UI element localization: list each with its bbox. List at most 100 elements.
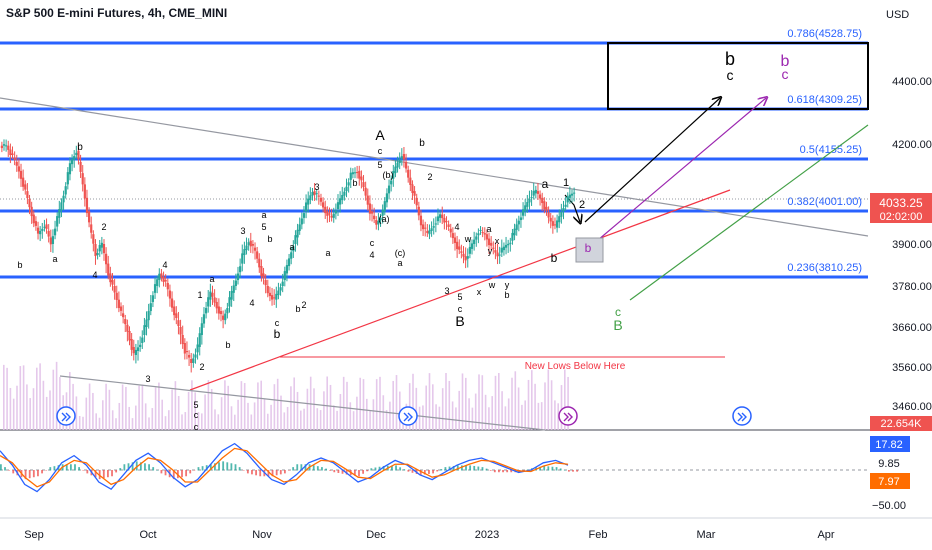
wave-label: b [504,290,509,300]
wave-label: b [725,49,735,69]
candle-body [311,192,314,196]
candle-body [119,306,123,311]
candle-body [400,156,403,159]
candle-body [524,205,527,212]
candle-body [117,299,120,309]
osc-tick-label: 9.85 [878,458,899,470]
osc-bar [12,470,15,474]
candle-body [381,209,384,216]
candle-body [215,301,218,309]
candle-body [39,230,42,235]
volume-bar [164,416,167,430]
osc-bar [214,463,216,471]
candle-body [243,249,246,256]
candle-body [322,202,325,208]
volume-bar [105,383,107,430]
volume-bar [517,387,520,430]
event-glyph [737,412,747,422]
volume-bar [270,404,272,430]
wave-label: b [419,138,425,149]
osc-bar [156,470,159,471]
candle-body [77,150,80,160]
osc-bar [251,470,253,475]
osc-bar [111,470,113,477]
osc-bar [568,470,570,472]
candle-body [549,217,552,222]
candle-body [368,203,372,214]
volume-bar [161,399,163,430]
candle-body [15,161,18,166]
volume-bar [293,377,295,430]
wave-label: w [488,280,496,290]
volume-bar [174,381,177,430]
candle-body [536,191,540,194]
event-icon [732,406,752,426]
volume-bar [59,377,61,430]
candle-body [421,224,425,230]
volume-bar [461,373,464,430]
volume-bar [168,410,170,430]
candle-body [390,180,393,185]
wave-label: c [615,305,621,319]
candle-body [453,237,457,243]
volume-bar [72,383,74,430]
candle-body [362,182,365,188]
volume-bar [554,400,556,430]
y-tick-label: 3560.00 [892,362,932,374]
x-tick-label: Nov [252,529,272,541]
volume-bar [524,400,526,430]
volume-bar [468,398,470,430]
candle-body [481,232,484,234]
candle-body [398,159,401,164]
candle-body [332,213,335,218]
candle-body [36,227,40,234]
event-circle [398,406,418,426]
osc-tick-label: 7.97 [878,476,899,488]
candle-body [200,323,203,335]
volume-bar [362,379,365,430]
osc-bar [148,464,150,471]
volume-bar [171,389,173,430]
osc-bar [395,465,397,471]
osc-bar [135,461,138,471]
volume-bar [504,406,507,430]
fib-label-3: 0.382(4001.00) [787,196,862,208]
volume-bar [141,384,144,430]
candle-body [543,201,546,210]
osc-bar [469,465,472,471]
osc-bar [481,467,484,471]
candle-body [407,169,410,178]
candle-body [75,152,78,156]
candle-body [241,253,244,264]
volume-bar [491,396,493,430]
osc-bar [370,468,373,471]
osc-bar [391,465,393,471]
y-tick-label: 3660.00 [892,322,932,334]
candle-body [181,335,184,345]
event-icon [56,406,76,426]
candle-body [409,177,412,185]
volume-bar [102,400,104,430]
candle-body [413,191,416,196]
osc-bar [428,470,430,474]
volume-bar [39,363,41,430]
wave-label: w [464,234,472,244]
volume-bar [276,378,279,430]
volume-bar [379,376,381,430]
candle-body [317,195,320,197]
osc-bar [246,470,249,474]
wave-label: 3 [314,182,319,192]
osc-bar [473,465,476,471]
candle-body [92,234,95,244]
candle-body [34,221,38,226]
wave-label: b [295,304,300,314]
candle-body [432,226,435,228]
lower-trendline [59,375,546,431]
candle-body [60,202,63,211]
candle-body [213,297,216,303]
candle-body [404,161,408,169]
volume-bar [531,370,533,430]
candle-body [143,325,146,335]
